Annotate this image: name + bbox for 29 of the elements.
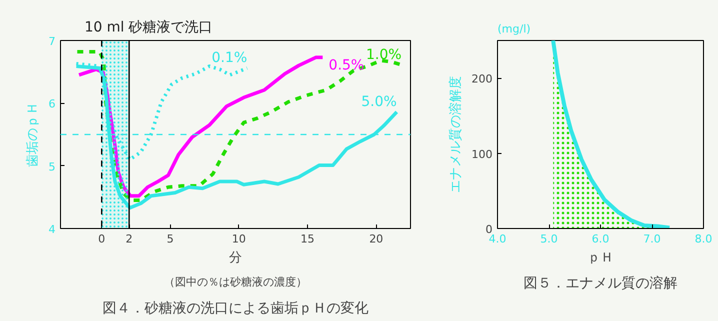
x-tick-label: 20 xyxy=(369,232,384,246)
y-tick-label: 200 xyxy=(472,72,493,86)
text: 図５．エナメル質の溶解 xyxy=(524,276,678,292)
x-tick-label: 0 xyxy=(98,232,106,246)
y-tick-label: 6 xyxy=(48,98,56,111)
x-tick-label: 2 xyxy=(126,232,133,246)
y-tick-label: 100 xyxy=(472,148,493,161)
series-label: 5.0% xyxy=(361,94,397,110)
x-tick-label: 8.0 xyxy=(694,232,712,246)
y-tick-label: 5 xyxy=(48,160,56,174)
x-axis-title: ｐＨ xyxy=(588,250,614,266)
x-axis-title: 分 xyxy=(229,250,242,266)
x-tick-label: 15 xyxy=(300,232,315,246)
y-axis-title: 歯垢のｐＨ xyxy=(26,102,40,167)
x-tick-label: 10 xyxy=(232,232,246,246)
text: 10 ml 砂糖液で洗口 xyxy=(84,20,213,36)
x-tick-label: 6.0 xyxy=(592,232,610,246)
text: （図中の％は砂糖液の濃度） xyxy=(164,276,307,288)
series-label: 0.1% xyxy=(212,50,248,66)
series-label: 1.0% xyxy=(366,46,402,63)
x-tick-label: 5.0 xyxy=(540,232,558,246)
y-tick-label: 7 xyxy=(48,35,56,48)
text: (mg/l) xyxy=(498,22,531,36)
x-tick-label: 7.0 xyxy=(643,232,661,246)
series-label: 0.5% xyxy=(328,57,364,74)
y-axis-title: エナメル質の溶解度 xyxy=(448,76,464,193)
text: 図４．砂糖液の洗口による歯垢ｐＨの変化 xyxy=(102,300,368,316)
y-tick-label: 4 xyxy=(48,223,56,236)
x-tick-label: 5 xyxy=(166,232,174,246)
